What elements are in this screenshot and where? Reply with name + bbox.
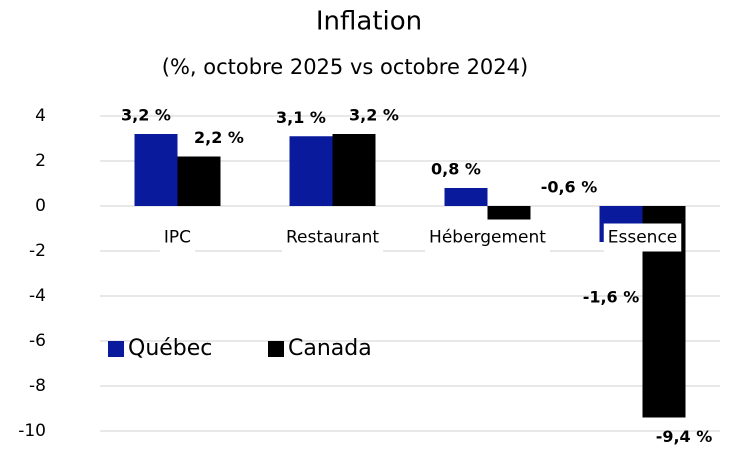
data-label: 3,2 % [349, 106, 399, 125]
x-tick-label-bg [159, 223, 196, 252]
bar [134, 134, 178, 206]
x-tick-label: IPC [164, 228, 191, 248]
y-tick-label: -10 [18, 421, 46, 441]
bar [177, 156, 221, 206]
bar [444, 188, 488, 206]
data-label: 2,2 % [194, 128, 244, 147]
x-tick-label: Restaurant [286, 228, 379, 248]
legend-label: Québec [128, 336, 212, 361]
x-tick-label-bg [425, 223, 550, 252]
data-label: 3,1 % [276, 108, 326, 127]
y-tick-label: -2 [29, 241, 46, 261]
x-tick-label: Essence [608, 228, 678, 248]
bar [332, 134, 376, 206]
legend-label: Canada [288, 336, 372, 361]
y-tick-label: 2 [35, 151, 46, 171]
y-tick-label: 4 [35, 106, 46, 126]
x-tick-label-bg [281, 223, 384, 252]
y-tick-label: -8 [29, 376, 46, 396]
legend-swatch [108, 341, 124, 357]
chart-subtitle: (%, octobre 2025 vs octobre 2024) [162, 55, 528, 79]
data-label: -0,6 % [541, 178, 598, 197]
data-label: 3,2 % [121, 106, 171, 125]
y-tick-label: 0 [35, 196, 46, 216]
bar [487, 206, 531, 220]
data-label: -1,6 % [583, 288, 640, 307]
data-label: -9,4 % [656, 427, 713, 446]
y-tick-label: -6 [29, 331, 46, 351]
x-tick-label-bg [603, 223, 682, 252]
chart-title: Inflation [316, 7, 422, 37]
data-label: 0,8 % [431, 160, 481, 179]
x-tick-label: Hébergement [429, 228, 546, 248]
bar [289, 136, 333, 206]
y-tick-label: -4 [29, 286, 46, 306]
legend-swatch [268, 341, 284, 357]
